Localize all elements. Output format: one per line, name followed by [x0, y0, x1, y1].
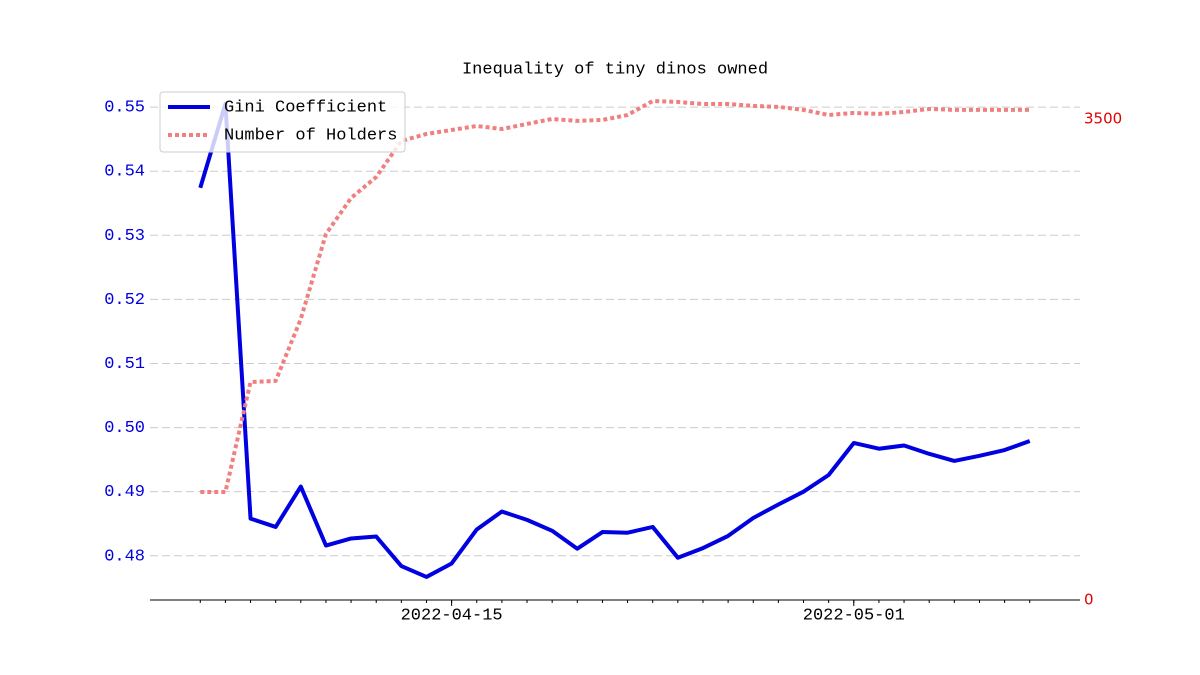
legend-label: Number of Holders [224, 126, 397, 145]
series-line [198, 101, 1031, 579]
y-tick-label: 0.54 [104, 163, 145, 182]
y-tick-label: 0.49 [104, 483, 145, 502]
y-tick-label: 0.52 [104, 291, 145, 310]
chart-title: Inequality of tiny dinos owned [462, 60, 768, 79]
y-tick-label: 0.53 [104, 227, 145, 246]
y-tick-label: 0.51 [104, 355, 145, 374]
y-tick-label: 0.55 [104, 99, 145, 118]
legend-box [159, 91, 406, 153]
y2-tick-label: 3500 [1084, 109, 1122, 127]
x-tick-label: 2022-04-15 [401, 606, 503, 625]
y-tick-label: 0.50 [104, 419, 145, 438]
y2-tick-label: 0 [1084, 591, 1094, 609]
y-tick-label: 0.48 [104, 547, 145, 566]
legend-label: Gini Coefficient [224, 98, 387, 117]
x-tick-label: 2022-05-01 [803, 606, 905, 625]
